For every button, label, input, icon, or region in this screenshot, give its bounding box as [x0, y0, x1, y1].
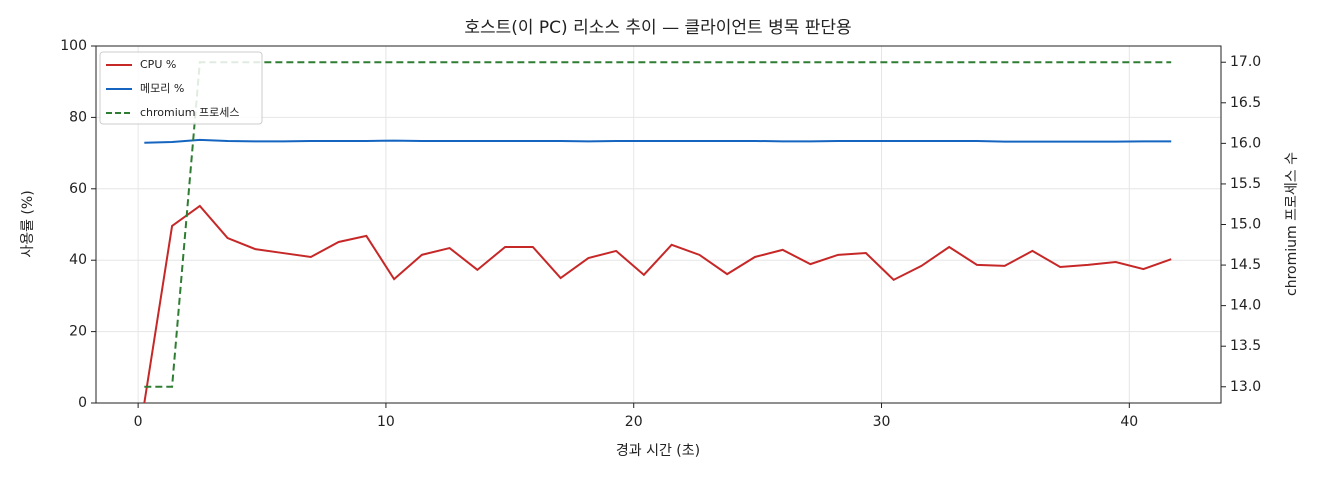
legend-label: chromium 프로세스 [140, 106, 239, 119]
x-tick-label: 30 [873, 414, 891, 430]
y-tick-label: 0 [78, 395, 87, 411]
series-line [144, 138, 1172, 144]
legend-label: CPU % [140, 58, 176, 71]
y-tick-label: 20 [69, 324, 87, 340]
legend-label: 메모리 % [140, 82, 184, 95]
y-axis-label: 사용률 (%) [20, 190, 36, 257]
x-tick-label: 40 [1120, 414, 1138, 430]
y2-tick-label: 13.5 [1230, 338, 1261, 354]
y-tick-label: 80 [69, 109, 87, 125]
y2-tick-label: 15.0 [1230, 217, 1261, 233]
series-line [143, 204, 1172, 404]
y2-tick-label: 14.5 [1230, 257, 1261, 273]
y-tick-label: 60 [69, 181, 87, 197]
x-tick-label: 20 [625, 414, 643, 430]
y2-tick-label: 15.5 [1230, 176, 1261, 192]
legend-box [99, 51, 263, 125]
x-tick-label: 10 [377, 414, 395, 430]
y2-tick-label: 17.0 [1230, 54, 1261, 70]
y2-axis-label: chromium 프로세스 수 [1284, 152, 1300, 296]
y-tick-label: 40 [69, 252, 87, 268]
plot-frame [95, 45, 1222, 404]
y2-tick-label: 13.0 [1230, 379, 1261, 395]
y2-tick-label: 14.0 [1230, 298, 1261, 314]
x-axis-label: 경과 시간 (초) [616, 443, 700, 459]
series-line [144, 61, 1172, 388]
y-tick-label: 100 [60, 38, 87, 54]
y2-tick-label: 16.0 [1230, 135, 1261, 151]
x-tick-label: 0 [134, 414, 143, 430]
y2-tick-label: 16.5 [1230, 95, 1261, 111]
chart-title: 호스트(이 PC) 리소스 추이 — 클라이언트 병목 판단용 [464, 18, 851, 38]
